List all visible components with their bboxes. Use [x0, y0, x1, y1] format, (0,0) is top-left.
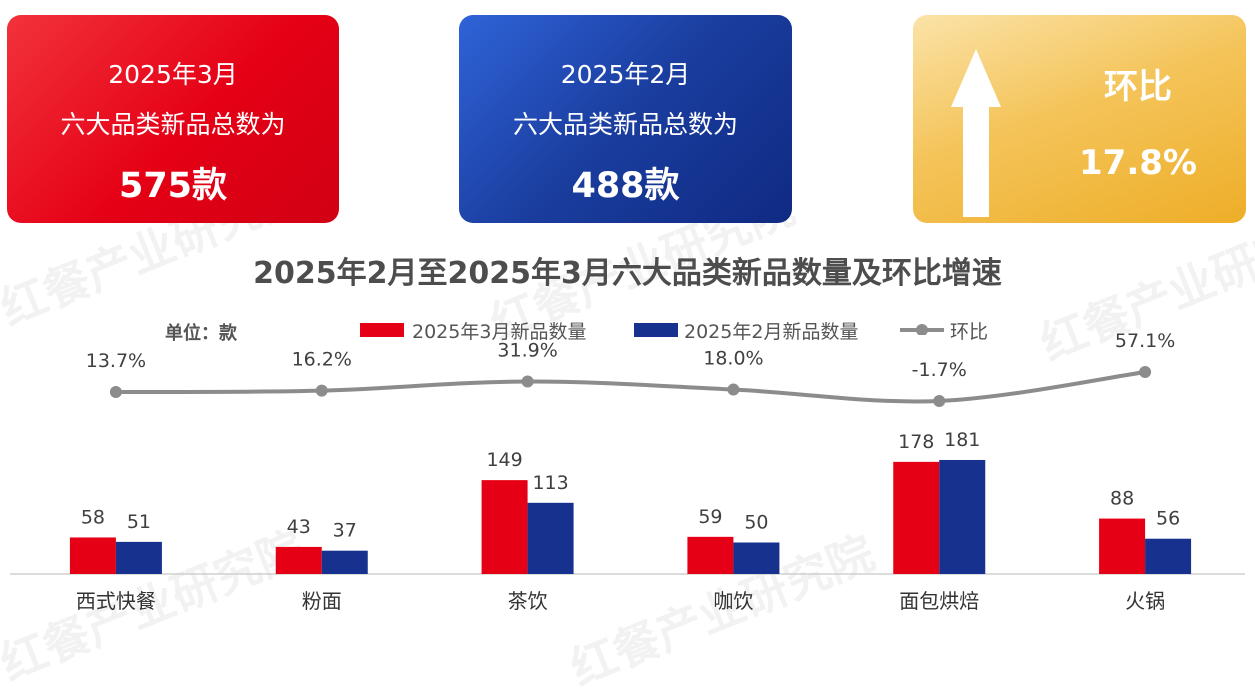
bar-value-label: 149	[486, 449, 522, 471]
bar	[893, 461, 940, 574]
x-tick-label: 面包烘焙	[899, 589, 979, 613]
bar	[939, 459, 986, 574]
x-tick-label: 咖饮	[713, 589, 753, 613]
growth-point	[727, 383, 740, 396]
february-card-total: 488款	[571, 166, 680, 206]
unit-label: 单位：款	[165, 323, 237, 344]
bar	[1099, 518, 1146, 574]
march-card-caption: 六大品类新品总数为	[60, 110, 286, 139]
bar-value-label: 50	[744, 512, 768, 534]
growth-value-label: 13.7%	[86, 350, 146, 372]
march-card-month: 2025年3月	[108, 60, 238, 89]
bar-value-label: 37	[333, 520, 357, 542]
march-card-total: 575款	[118, 166, 228, 206]
march-total-card: 2025年3月 六大品类新品总数为 575款	[7, 15, 339, 223]
growth-value-label: 31.9%	[497, 339, 557, 361]
legend-swatch-march	[360, 323, 404, 337]
bar	[275, 546, 322, 574]
growth-value-label: 18.0%	[703, 348, 763, 370]
bar-value-label: 56	[1156, 508, 1180, 530]
growth-point	[315, 384, 328, 397]
bar-value-label: 51	[127, 511, 151, 533]
chart-title: 2025年2月至2025年3月六大品类新品数量及环比增速	[253, 256, 1002, 291]
legend-swatch-february	[634, 323, 678, 337]
bar-value-label: 113	[532, 472, 568, 494]
bar	[1145, 538, 1192, 574]
growth-line	[115, 370, 1146, 404]
legend-label-february: 2025年2月新品数量	[684, 321, 859, 343]
bar-line-chart: 58 51 西式快餐 43 37 粉面 149 113 茶饮 59 50 咖饮 178 181 面包烘焙 88…	[10, 330, 1245, 613]
bar-value-label: 59	[698, 506, 722, 528]
bar-value-label: 58	[81, 506, 105, 528]
growth-point	[933, 394, 946, 407]
bar	[115, 541, 162, 574]
legend-label-growth: 环比	[950, 321, 989, 343]
bar	[69, 537, 116, 574]
bar	[481, 480, 528, 574]
bar	[733, 542, 780, 574]
x-tick-label: 茶饮	[508, 589, 548, 613]
february-total-card: 2025年2月 六大品类新品总数为 488款	[459, 15, 792, 223]
x-tick-label: 火锅	[1125, 589, 1165, 613]
legend-label-march: 2025年3月新品数量	[412, 321, 587, 343]
growth-value-label: -1.7%	[912, 359, 967, 381]
growth-card: 环比 17.8%	[913, 15, 1246, 223]
x-tick-label: 粉面	[302, 589, 342, 613]
growth-point	[109, 386, 122, 399]
february-card-caption: 六大品类新品总数为	[512, 110, 738, 139]
growth-card-label: 环比	[1104, 67, 1172, 107]
legend-swatch-growth	[900, 324, 944, 335]
growth-point	[1139, 366, 1152, 379]
growth-value-label: 57.1%	[1115, 330, 1175, 352]
bar	[687, 536, 734, 574]
bar-value-label: 88	[1110, 488, 1134, 510]
bar	[321, 550, 368, 574]
bar-value-label: 181	[944, 429, 980, 451]
bar-value-label: 178	[898, 431, 934, 453]
february-card-month: 2025年2月	[560, 60, 691, 89]
growth-point	[521, 375, 534, 388]
up-arrow-icon	[951, 49, 1001, 217]
bar-value-label: 43	[287, 516, 311, 538]
growth-value-label: 16.2%	[292, 349, 352, 371]
growth-card-value: 17.8%	[1079, 143, 1197, 183]
bar	[527, 502, 574, 574]
x-tick-label: 西式快餐	[76, 589, 156, 613]
